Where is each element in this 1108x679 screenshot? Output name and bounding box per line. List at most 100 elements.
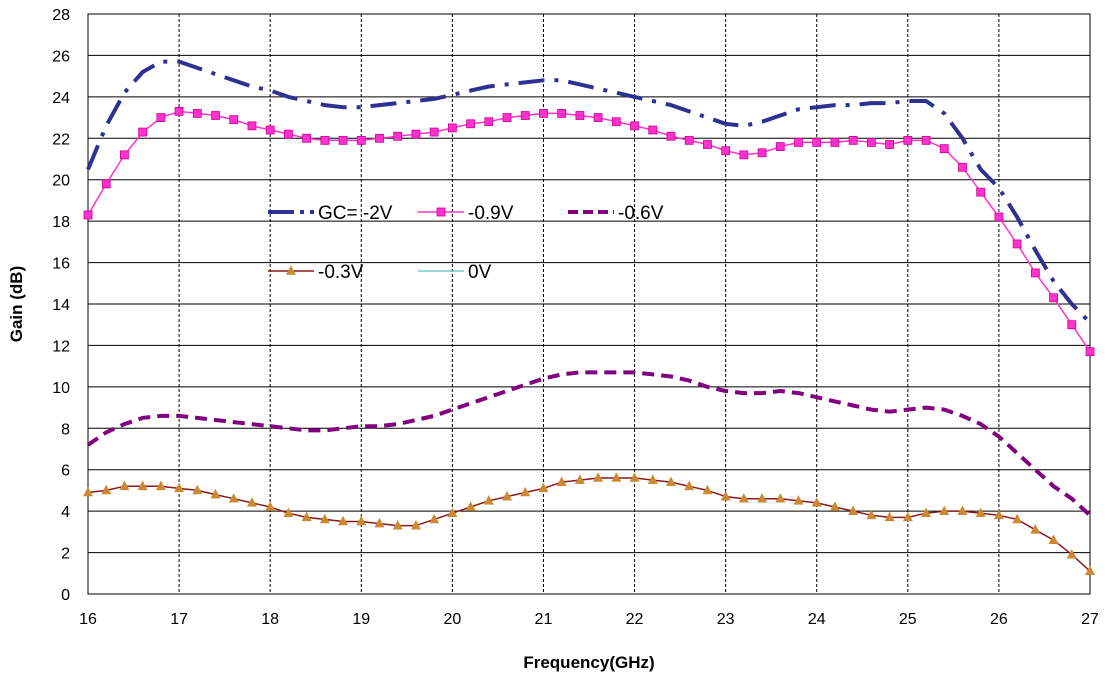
x-tick-label: 16	[79, 611, 97, 628]
series-0.3v	[83, 472, 1095, 576]
legend-label: -0.6V	[618, 203, 664, 224]
series-gc2v	[86, 59, 1092, 324]
data-point-marker	[120, 150, 129, 160]
data-point-marker	[611, 472, 622, 482]
data-point-marker	[155, 480, 166, 491]
data-point-marker	[775, 493, 786, 503]
data-point-marker	[538, 482, 549, 493]
data-point-marker	[884, 511, 895, 522]
data-point-marker	[630, 121, 639, 131]
data-point-marker	[210, 488, 221, 499]
data-point-marker	[174, 106, 184, 116]
data-point-marker	[286, 265, 296, 275]
data-point-marker	[903, 135, 913, 145]
y-tick-label: 24	[52, 90, 70, 107]
data-point-marker	[192, 109, 202, 118]
data-point-marker	[1085, 347, 1095, 357]
data-point-marker	[829, 501, 840, 511]
x-tick-label: 25	[899, 611, 917, 628]
data-point-marker	[174, 482, 185, 493]
data-point-marker	[283, 129, 293, 139]
data-point-marker	[247, 121, 257, 131]
data-point-marker	[939, 505, 950, 515]
data-point-marker	[775, 142, 785, 151]
data-point-marker	[958, 162, 967, 172]
x-tick-label: 24	[808, 611, 826, 628]
data-point-marker	[1012, 239, 1022, 249]
x-tick-label: 26	[990, 611, 1008, 628]
legend-label: GC= -2V	[318, 203, 393, 224]
data-point-marker	[1066, 549, 1077, 559]
data-point-marker	[483, 495, 494, 505]
data-point-marker	[1049, 293, 1058, 303]
plot-area-border	[87, 13, 1091, 595]
data-point-marker	[319, 513, 330, 524]
legend-label: -0.9V	[468, 203, 514, 224]
data-point-marker	[684, 135, 694, 145]
data-point-marker	[757, 493, 768, 503]
data-point-marker	[830, 138, 840, 147]
data-point-marker	[83, 486, 93, 497]
x-tick-label: 17	[170, 611, 188, 628]
data-point-marker	[502, 491, 513, 501]
data-point-marker	[902, 511, 913, 522]
data-point-marker	[356, 515, 367, 526]
data-point-marker	[320, 135, 330, 145]
data-point-marker	[575, 111, 585, 120]
x-tick-label: 27	[1081, 611, 1099, 628]
legend-label: 0V	[468, 262, 492, 283]
series-0.9v	[83, 106, 1095, 357]
data-point-marker	[520, 111, 530, 120]
data-point-marker	[812, 138, 822, 147]
data-point-marker	[703, 140, 712, 149]
legend: GC= -2V -0.9V -0.6V -0.3V 0V	[268, 203, 664, 283]
series-0.6v	[86, 370, 1092, 517]
data-point-marker	[574, 474, 585, 484]
y-tick-label: 28	[52, 7, 70, 24]
data-point-marker	[338, 135, 348, 145]
data-point-marker	[466, 119, 475, 129]
data-point-marker	[374, 517, 385, 528]
data-point-marker	[721, 146, 731, 156]
y-axis-title: Gain (dB)	[7, 266, 26, 343]
data-point-marker	[939, 144, 949, 154]
data-point-marker	[684, 480, 695, 491]
legend-entry: GC= -2V	[268, 203, 393, 224]
data-point-marker	[1048, 534, 1059, 544]
grid	[88, 14, 1090, 594]
y-tick-label: 14	[52, 297, 70, 314]
data-point-marker	[757, 148, 767, 158]
data-point-marker	[1085, 565, 1095, 576]
data-point-marker	[375, 133, 384, 143]
data-point-marker	[993, 509, 1004, 520]
data-point-marker	[356, 135, 366, 145]
data-point-marker	[211, 111, 220, 120]
data-point-marker	[539, 109, 548, 118]
data-point-marker	[192, 484, 203, 495]
data-point-marker	[556, 476, 567, 486]
data-point-marker	[301, 511, 312, 522]
x-tick-label: 20	[443, 611, 461, 628]
data-point-marker	[647, 474, 658, 484]
y-tick-label: 16	[52, 256, 70, 273]
data-point-marker	[392, 520, 403, 530]
legend-entry: -0.9V	[418, 203, 514, 224]
y-tick-label: 2	[61, 546, 70, 563]
legend-entry: -0.6V	[568, 203, 664, 224]
data-point-marker	[429, 513, 440, 524]
data-point-marker	[994, 212, 1004, 222]
x-tick-label: 19	[352, 611, 370, 628]
data-point-marker	[393, 131, 403, 141]
data-point-marker	[502, 113, 512, 122]
x-axis-title: Frequency(GHz)	[523, 653, 654, 672]
data-point-marker	[246, 497, 257, 507]
y-tick-label: 8	[61, 421, 70, 438]
data-point-marker	[702, 484, 713, 495]
legend-label: -0.3V	[318, 262, 364, 283]
data-point-marker	[866, 138, 876, 147]
data-point-marker	[465, 501, 476, 511]
data-point-marker	[101, 179, 111, 189]
